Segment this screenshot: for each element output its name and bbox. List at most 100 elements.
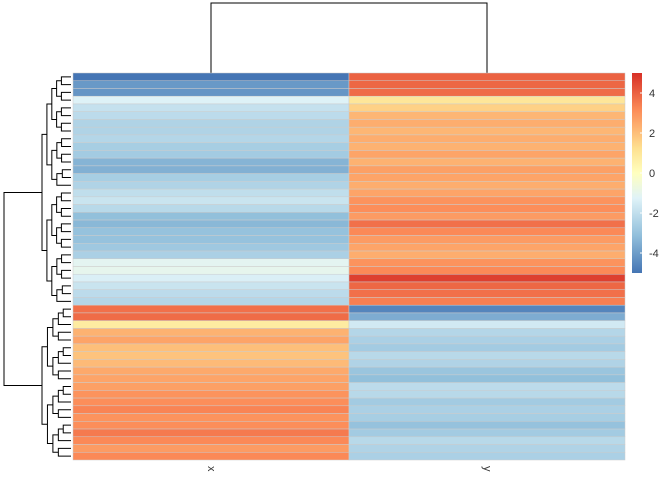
heatmap-cell-r19-c1	[348, 219, 626, 229]
heatmap-cell-r3-c1	[348, 95, 626, 105]
heatmap-cell-r25-c1	[348, 266, 626, 275]
row-dendrogram-branch	[57, 409, 71, 418]
row-dendrogram-branch	[60, 238, 71, 248]
row-dendrogram-branch	[57, 447, 71, 457]
row-dendrogram-branch	[41, 346, 48, 425]
heatmap-cell-r1-c0	[72, 80, 350, 89]
row-dendrogram-branch	[60, 122, 71, 132]
heatmap-cell-r31-c1	[348, 312, 626, 321]
row-dendrogram-branch	[56, 258, 62, 275]
heatmap-cell-r43-c0	[72, 405, 350, 414]
heatmap-cell-r42-c1	[348, 397, 626, 407]
heatmap-cell-r36-c1	[348, 351, 626, 360]
heatmap-cell-r12-c0	[72, 165, 350, 174]
heatmap-cell-r18-c0	[72, 212, 350, 221]
heatmap-cell-r45-c0	[72, 421, 350, 430]
row-dendrogram-branch	[46, 404, 53, 445]
row-dendrogram	[3, 76, 71, 457]
heatmap-cell-r37-c0	[72, 359, 350, 368]
heatmap-cell-r20-c0	[72, 227, 350, 236]
row-dendrogram-branch	[60, 107, 71, 117]
heatmap-cell-r15-c1	[348, 188, 626, 198]
heatmap-cell-r28-c0	[72, 289, 350, 298]
heatmap-cell-r10-c1	[348, 150, 626, 159]
row-dendrogram-branch	[41, 133, 47, 252]
heatmap-cell-r23-c1	[348, 250, 626, 260]
heatmap-cell-r22-c0	[72, 243, 350, 252]
row-dendrogram-branch	[52, 356, 59, 376]
column-label-y: y	[481, 466, 493, 472]
heatmap-cell-r29-c0	[72, 297, 350, 306]
column-label-x: x	[205, 466, 217, 472]
row-dendrogram-branch	[56, 111, 62, 128]
heatmap-cell-r8-c0	[72, 134, 350, 143]
heatmap-cell-r37-c1	[348, 359, 626, 368]
row-dendrogram-branch	[61, 169, 71, 178]
heatmap-cell-r28-c1	[348, 289, 626, 298]
heatmap-cell-r29-c1	[348, 297, 626, 306]
heatmap-cell-r17-c1	[348, 204, 626, 213]
heatmap-cell-r43-c1	[348, 405, 626, 414]
heatmap-cell-r49-c1	[348, 452, 626, 461]
heatmap-cell-r19-c0	[72, 219, 350, 229]
row-dendrogram-branch	[57, 428, 71, 442]
row-dendrogram-branch	[60, 91, 71, 101]
heatmap-cell-r0-c1	[348, 72, 626, 81]
heatmap-cell-r25-c0	[72, 266, 350, 275]
heatmap-cell-r41-c0	[72, 390, 350, 399]
heatmap-cell-r45-c1	[348, 421, 626, 430]
heatmap-cells	[72, 72, 626, 461]
heatmap-cell-r32-c1	[348, 320, 626, 329]
row-dendrogram-branch	[57, 312, 71, 326]
heatmap-cell-r16-c1	[348, 196, 626, 205]
row-dendrogram-branch	[56, 173, 71, 186]
row-dendrogram-branch	[51, 266, 57, 297]
heatmap-cell-r18-c1	[348, 212, 626, 221]
heatmap-cell-r7-c0	[72, 126, 350, 136]
legend-tick-label: -2	[649, 208, 659, 220]
heatmap-cell-r35-c0	[72, 343, 350, 352]
row-dendrogram-branch	[60, 76, 71, 86]
heatmap-cell-r4-c1	[348, 103, 626, 112]
heatmap-cell-r23-c0	[72, 250, 350, 260]
row-dendrogram-branch	[46, 219, 52, 282]
row-dendrogram-branch	[52, 318, 59, 337]
row-dendrogram-branch	[60, 192, 71, 202]
heatmap-cell-r47-c1	[348, 436, 626, 445]
column-dendrogram	[210, 2, 488, 73]
heatmap-cell-r21-c0	[72, 235, 350, 244]
heatmap-cell-r0-c0	[72, 72, 350, 81]
heatmap-cell-r11-c1	[348, 157, 626, 167]
heatmap-cell-r9-c1	[348, 142, 626, 151]
heatmap-cell-r5-c1	[348, 111, 626, 120]
heatmap-cell-r31-c0	[72, 312, 350, 321]
heatmap-cell-r27-c0	[72, 281, 350, 290]
legend-tick-label: -4	[649, 248, 659, 260]
row-dendrogram-branch	[60, 207, 71, 217]
row-dendrogram-branch	[51, 204, 57, 237]
row-dendrogram-branch	[61, 285, 71, 295]
heatmap-cell-r26-c1	[348, 273, 626, 283]
heatmap-cell-r48-c0	[72, 444, 350, 453]
heatmap-cell-r36-c0	[72, 351, 350, 360]
heatmap-cell-r10-c0	[72, 150, 350, 159]
row-dendrogram-branch	[56, 227, 62, 244]
heatmap-cell-r14-c0	[72, 181, 350, 190]
heatmap-cell-r38-c0	[72, 366, 350, 376]
heatmap-cell-r40-c1	[348, 382, 626, 391]
heatmap-cell-r34-c1	[348, 335, 626, 345]
heatmap-cell-r20-c1	[348, 227, 626, 236]
heatmap-cell-r35-c1	[348, 343, 626, 352]
row-dendrogram-branch	[51, 87, 57, 120]
heatmap-cell-r9-c0	[72, 142, 350, 151]
heatmap-cell-r47-c0	[72, 436, 350, 445]
row-dendrogram-branch	[62, 385, 71, 395]
heatmap-cell-r21-c1	[348, 235, 626, 244]
legend-tick-label: 0	[649, 168, 655, 180]
row-dendrogram-branch	[56, 196, 62, 213]
row-dendrogram-branch	[46, 326, 53, 367]
row-dendrogram-branch	[57, 370, 71, 380]
heatmap-cell-r1-c1	[348, 80, 626, 89]
heatmap-cell-r6-c0	[72, 119, 350, 128]
